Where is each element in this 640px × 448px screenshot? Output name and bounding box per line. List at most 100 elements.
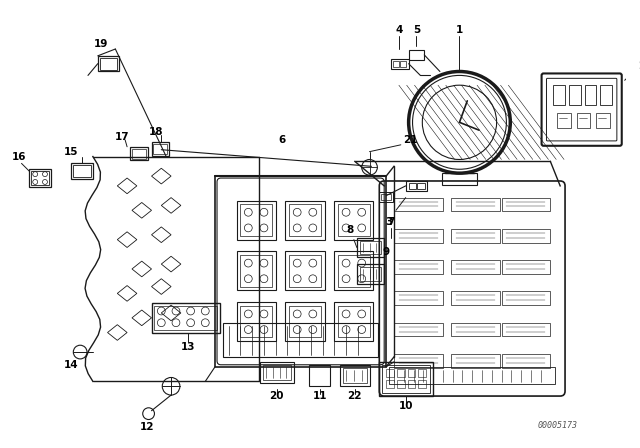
Bar [451, 292, 500, 305]
Bar [152, 303, 220, 332]
Text: 22: 22 [348, 391, 362, 401]
Text: 3: 3 [385, 217, 393, 227]
Bar [72, 164, 93, 179]
Bar [451, 354, 500, 368]
Bar [340, 365, 369, 386]
Bar [408, 369, 415, 376]
Bar [386, 369, 394, 376]
Bar [237, 302, 276, 341]
Bar [382, 365, 430, 393]
Text: 4: 4 [395, 26, 403, 35]
Bar [237, 251, 276, 290]
Bar [451, 229, 500, 242]
Text: 15: 15 [64, 146, 79, 157]
Bar [502, 354, 550, 368]
Bar [152, 142, 169, 155]
Bar [400, 61, 406, 67]
Text: 9: 9 [383, 247, 390, 257]
Bar [502, 323, 550, 336]
Bar [309, 365, 330, 386]
Bar [451, 260, 500, 274]
Bar [154, 306, 217, 330]
Bar [394, 354, 443, 368]
Bar [260, 362, 294, 383]
Bar [285, 251, 324, 290]
Bar [569, 85, 580, 105]
Bar [241, 255, 272, 287]
Bar [391, 59, 408, 69]
Bar [502, 292, 550, 305]
Bar [394, 292, 443, 305]
Text: 1: 1 [456, 26, 463, 35]
Bar [285, 302, 324, 341]
Bar [386, 380, 394, 388]
Bar [343, 368, 367, 383]
Bar [397, 380, 404, 388]
Bar [397, 369, 404, 376]
Bar [394, 323, 443, 336]
Bar [98, 56, 119, 72]
Text: 2: 2 [637, 60, 640, 71]
Bar [31, 171, 49, 185]
Bar [393, 61, 399, 67]
Bar [360, 241, 381, 254]
Bar [600, 85, 612, 105]
Bar [237, 201, 276, 240]
Text: 7: 7 [387, 217, 395, 227]
Bar [389, 367, 556, 384]
Bar [419, 380, 426, 388]
Bar [334, 302, 373, 341]
Bar [408, 50, 424, 60]
Bar [223, 323, 378, 357]
Bar [394, 198, 443, 211]
Bar [241, 306, 272, 337]
Bar [394, 260, 443, 274]
Text: 5: 5 [413, 26, 420, 35]
Text: 11: 11 [312, 391, 327, 401]
Text: 8: 8 [346, 225, 354, 235]
Bar [502, 229, 550, 242]
Bar [419, 369, 426, 376]
Bar [380, 362, 433, 396]
Bar [502, 260, 550, 274]
Bar [451, 323, 500, 336]
Bar [215, 176, 386, 367]
Bar [289, 204, 321, 236]
Bar [408, 380, 415, 388]
Text: 17: 17 [115, 132, 129, 142]
Bar [132, 149, 146, 159]
Bar [285, 201, 324, 240]
Text: 12: 12 [140, 422, 154, 432]
Bar [263, 365, 291, 380]
Bar [154, 144, 167, 154]
Bar [29, 169, 51, 187]
Bar [241, 204, 272, 236]
Bar [406, 181, 428, 191]
Bar [100, 58, 117, 69]
Bar [380, 192, 393, 202]
Bar [502, 198, 550, 211]
Bar [408, 183, 417, 189]
Bar [339, 306, 369, 337]
Bar [334, 201, 373, 240]
Text: 20: 20 [269, 391, 284, 401]
Bar [334, 251, 373, 290]
Text: 21: 21 [403, 135, 418, 145]
Bar [417, 183, 425, 189]
Text: 6: 6 [278, 135, 285, 145]
Bar [339, 255, 369, 287]
Text: 14: 14 [64, 360, 79, 370]
Bar [339, 204, 369, 236]
Bar [577, 112, 591, 128]
Bar [442, 173, 477, 185]
Text: 00005173: 00005173 [537, 421, 577, 430]
Bar [381, 194, 391, 199]
Bar [554, 85, 565, 105]
Bar [596, 112, 610, 128]
Bar [289, 306, 321, 337]
Bar [557, 112, 571, 128]
Bar [451, 198, 500, 211]
Text: 19: 19 [93, 39, 108, 49]
Text: 16: 16 [12, 151, 27, 162]
Bar [584, 85, 596, 105]
